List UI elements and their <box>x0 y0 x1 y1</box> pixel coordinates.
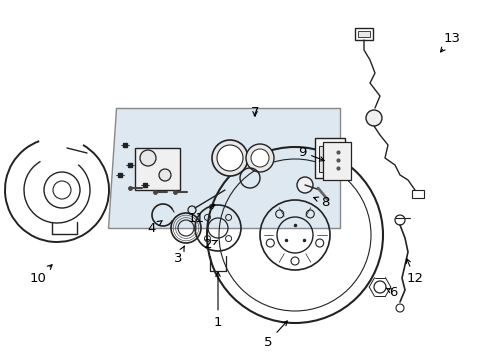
Circle shape <box>250 149 268 167</box>
Text: 7: 7 <box>250 105 259 118</box>
Polygon shape <box>108 108 339 228</box>
Circle shape <box>159 169 171 181</box>
Text: 1: 1 <box>213 272 222 328</box>
Text: 13: 13 <box>440 31 460 52</box>
Text: 12: 12 <box>406 259 423 284</box>
Text: 3: 3 <box>173 246 184 265</box>
Text: 2: 2 <box>203 238 217 252</box>
Circle shape <box>245 144 273 172</box>
Text: 4: 4 <box>147 221 162 234</box>
Circle shape <box>212 140 247 176</box>
Circle shape <box>140 150 156 166</box>
Text: 6: 6 <box>385 285 396 298</box>
Bar <box>411 190 423 198</box>
Text: 5: 5 <box>263 321 286 348</box>
Text: 9: 9 <box>297 145 324 161</box>
Bar <box>318 146 340 172</box>
Circle shape <box>365 110 381 126</box>
Text: 11: 11 <box>187 204 214 225</box>
Circle shape <box>217 145 243 171</box>
Text: 8: 8 <box>313 195 328 208</box>
Bar <box>354 28 372 40</box>
Bar <box>135 148 180 190</box>
Bar <box>357 31 369 37</box>
Circle shape <box>296 177 312 193</box>
Text: 10: 10 <box>29 265 52 284</box>
Bar <box>314 138 345 178</box>
Bar <box>323 142 350 180</box>
